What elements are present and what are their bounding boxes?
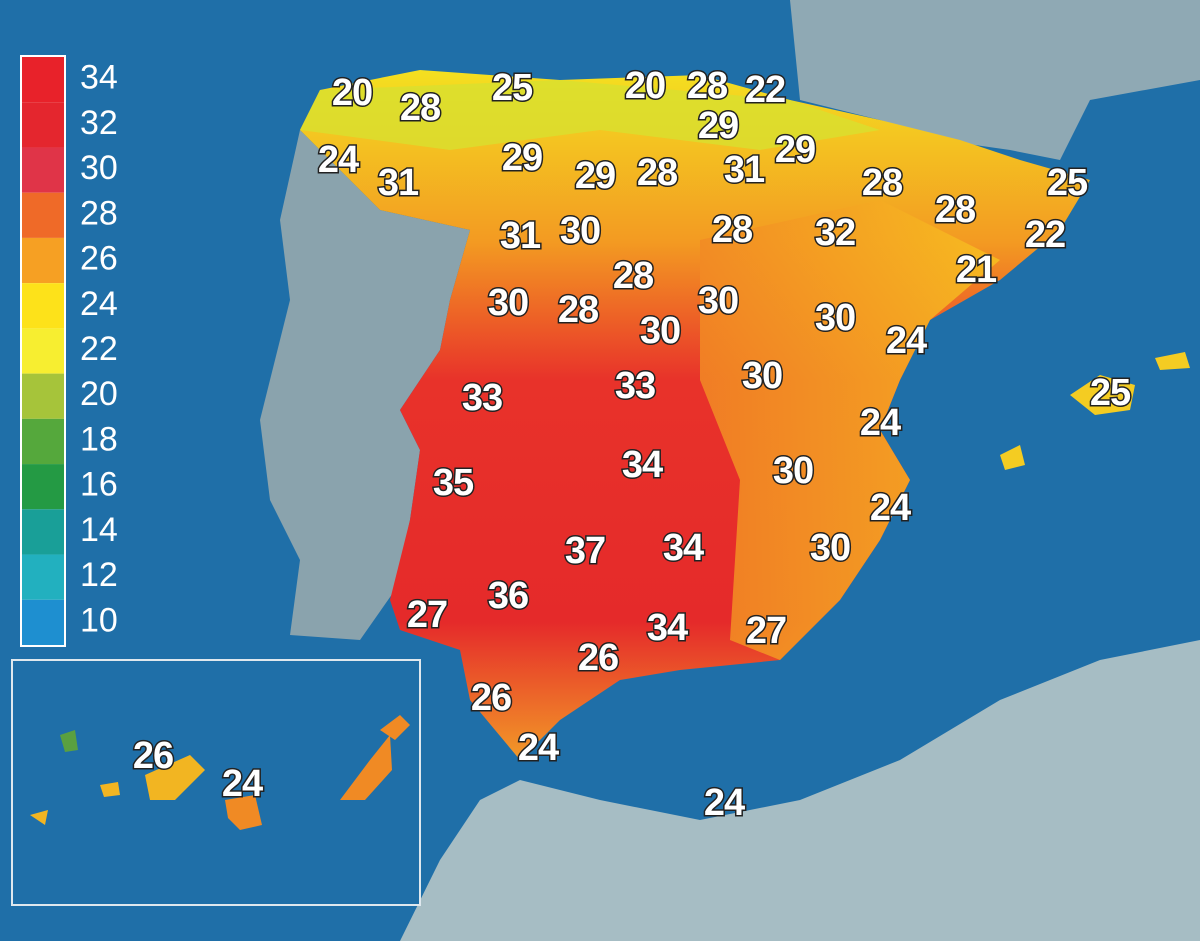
legend-swatch: [22, 102, 64, 148]
temperature-label: 34: [663, 527, 704, 569]
temperature-label: 31: [378, 162, 419, 204]
la-palma: [60, 730, 78, 752]
temperature-label: 28: [637, 152, 677, 194]
legend-swatch: [22, 464, 64, 510]
temperature-label: 34: [647, 607, 688, 649]
temperature-label: 24: [704, 782, 745, 824]
temperature-label: 28: [687, 65, 727, 107]
temperature-label: 24: [860, 402, 901, 444]
temperature-label: 28: [712, 209, 752, 251]
temperature-label: 26: [471, 677, 511, 719]
temperature-label: 26: [578, 637, 618, 679]
legend-swatch: [22, 147, 64, 193]
legend-swatch: [22, 192, 64, 238]
mallorca: [1070, 375, 1135, 415]
temperature-label: 25: [1047, 162, 1088, 204]
legend-label: 22: [80, 330, 118, 368]
legend-swatch: [22, 57, 64, 103]
lanzarote: [380, 715, 410, 740]
temperature-label: 30: [815, 297, 855, 339]
temperature-label: 24: [886, 320, 927, 362]
legend-label: 32: [80, 104, 118, 142]
legend-label: 28: [80, 194, 118, 232]
temperature-label: 28: [862, 162, 902, 204]
temperature-label: 30: [742, 355, 782, 397]
temperature-label: 30: [560, 210, 600, 252]
legend-label: 26: [80, 240, 118, 278]
portugal: [260, 130, 470, 640]
temperature-label: 27: [407, 594, 447, 636]
temperature-label: 24: [870, 487, 911, 529]
legend-label: 20: [80, 375, 118, 413]
gran-canaria: [225, 795, 262, 830]
la-gomera: [100, 782, 120, 797]
temperature-label: 36: [488, 575, 528, 617]
legend-swatch: [22, 328, 64, 374]
temperature-label: 30: [698, 280, 738, 322]
ibiza: [1000, 445, 1025, 470]
temperature-label: 20: [332, 72, 372, 114]
temperature-label: 29: [775, 129, 815, 171]
spain-east: [700, 200, 1000, 660]
canary-inset: [11, 659, 421, 906]
temperature-label: 22: [1025, 214, 1065, 256]
temperature-label: 33: [462, 377, 502, 419]
temperature-label: 30: [773, 450, 813, 492]
el-hierro: [30, 810, 48, 825]
temperature-label: 35: [433, 462, 474, 504]
temperature-label: 37: [565, 530, 605, 572]
temperature-label: 24: [518, 727, 559, 769]
temperature-label: 22: [745, 69, 785, 111]
temperature-label: 29: [698, 105, 738, 147]
legend-swatch: [22, 237, 64, 284]
legend-label: 16: [80, 466, 118, 504]
temperature-label: 30: [810, 527, 850, 569]
tenerife: [145, 755, 205, 800]
temperature-label: 26: [133, 735, 173, 777]
temperature-label: 21: [956, 249, 997, 291]
legend-label: 12: [80, 556, 118, 594]
temperature-label: 25: [492, 67, 533, 109]
legend-label: 18: [80, 420, 118, 458]
legend-swatch: [22, 554, 64, 600]
legend: 34 32 30 28 26 24 22 20 18 16 14 12 10: [20, 55, 118, 647]
temperature-label: 31: [500, 215, 541, 257]
legend-swatch: [22, 509, 64, 555]
legend-label: 30: [80, 149, 118, 187]
temperature-label: 30: [488, 282, 528, 324]
temperature-label: 25: [1090, 372, 1131, 414]
temperature-label: 20: [625, 65, 665, 107]
temperature-label: 31: [724, 149, 765, 191]
temperature-label: 27: [746, 610, 786, 652]
temperature-label: 30: [640, 310, 680, 352]
temperature-label: 29: [575, 155, 615, 197]
temperature-label: 28: [558, 289, 598, 331]
temperature-label: 28: [613, 255, 653, 297]
france: [790, 0, 1200, 160]
temperature-label: 24: [222, 763, 263, 805]
temperature-label: 28: [935, 189, 975, 231]
temperature-label: 33: [615, 365, 655, 407]
legend-swatch: [22, 373, 64, 419]
temperature-label: 29: [502, 137, 542, 179]
legend-label: 34: [80, 59, 118, 97]
temperature-label: 34: [622, 444, 663, 486]
temperature-label: 28: [400, 87, 440, 129]
legend-label: 24: [80, 285, 118, 323]
legend-swatch: [22, 283, 64, 329]
temperature-label: 32: [815, 212, 855, 254]
africa: [400, 640, 1200, 941]
legend-label: 10: [80, 601, 118, 639]
legend-label: 14: [80, 511, 118, 549]
spain-north: [300, 80, 880, 150]
legend-swatch: [22, 599, 64, 645]
menorca: [1155, 352, 1190, 370]
legend-swatch: [22, 418, 64, 465]
temperature-label: 24: [318, 139, 359, 181]
fuerteventura: [340, 735, 392, 800]
